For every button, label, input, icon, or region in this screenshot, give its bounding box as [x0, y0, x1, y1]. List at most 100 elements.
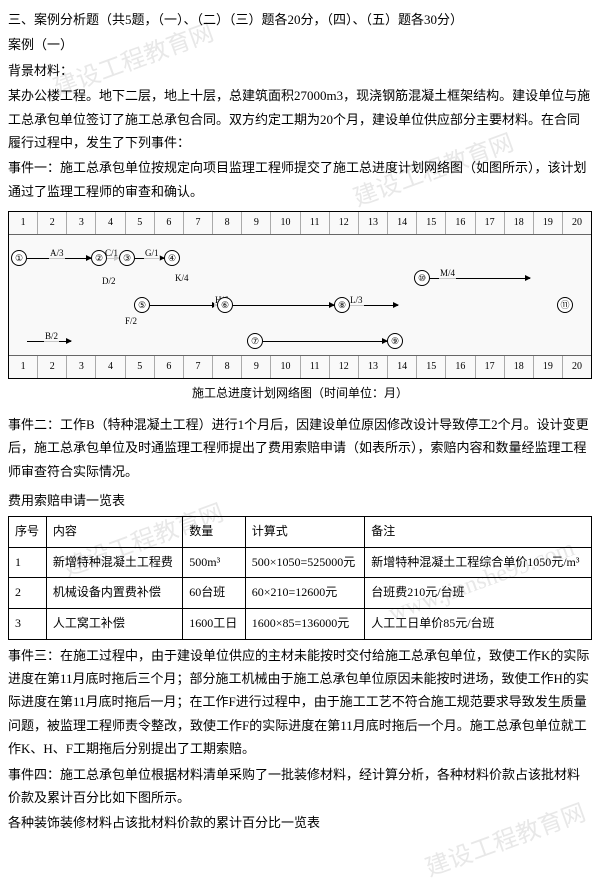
- table-cell: 60×210=12600元: [245, 578, 364, 609]
- ruler-cell: 3: [67, 212, 96, 234]
- table-cell: 新增特种混凝土工程综合单价1050元/m³: [365, 547, 592, 578]
- cost-table-title: 费用索赔申请一览表: [8, 489, 592, 512]
- zigzag: [467, 301, 557, 309]
- table-cell: 500m³: [183, 547, 246, 578]
- table-header: 数量: [183, 517, 246, 548]
- ruler-cell: 6: [155, 356, 184, 378]
- intro-p1: 某办公楼工程。地下二层，地上十层，总建筑面积27000m3，现浇钢筋混凝土框架结…: [8, 84, 592, 154]
- node: ⑨: [387, 333, 403, 349]
- ruler-cell: 10: [271, 356, 300, 378]
- zigzag: [403, 337, 503, 345]
- table-header: 序号: [9, 517, 47, 548]
- ruler-cell: 16: [446, 356, 475, 378]
- cost-claim-table: 序号内容数量计算式备注 1新增特种混凝土工程费500m³500×1050=525…: [8, 516, 592, 639]
- ruler-cell: 13: [359, 212, 388, 234]
- event2-p1: 事件二：工作B（特种混凝土工程）进行1个月后，因建设单位原因修改设计导致停工2个…: [8, 413, 592, 483]
- ruler-cell: 9: [242, 356, 271, 378]
- node: ④: [164, 250, 180, 266]
- ruler-cell: 18: [505, 212, 534, 234]
- table-cell: 1600×85=136000元: [245, 609, 364, 640]
- ruler-cell: 2: [38, 212, 67, 234]
- ruler-cell: 16: [446, 212, 475, 234]
- arrow-label: A/3: [49, 245, 65, 261]
- ruler-cell: 4: [96, 356, 125, 378]
- arrow-label: M/4: [439, 265, 456, 281]
- ruler-cell: 12: [330, 356, 359, 378]
- bg-label: 背景材料：: [8, 59, 592, 82]
- activity-label: F/2: [124, 313, 138, 329]
- table-cell: 3: [9, 609, 47, 640]
- zigzag: [71, 337, 133, 345]
- zigzag: [394, 301, 414, 309]
- event3-p1: 事件三：在施工过程中，由于建设单位供应的主材未能按时交付给施工总承包单位，致使工…: [8, 644, 592, 761]
- arrow: [150, 305, 217, 306]
- event4-p1: 事件四：施工总承包单位根据材料清单采购了一批装修材料，经计算分析，各种材料价款占…: [8, 763, 592, 810]
- network-diagram: 1234567891011121314151617181920 A/3C/1G/…: [8, 211, 592, 405]
- ruler-cell: 13: [359, 356, 388, 378]
- ruler-cell: 19: [534, 356, 563, 378]
- arrow-label: B/2: [44, 328, 59, 344]
- ruler-cell: 7: [184, 356, 213, 378]
- ruler-cell: 12: [330, 212, 359, 234]
- ruler-cell: 8: [213, 356, 242, 378]
- node: ③: [119, 250, 135, 266]
- ruler-cell: 17: [476, 212, 505, 234]
- ruler-top: 1234567891011121314151617181920: [9, 212, 591, 235]
- ruler-cell: 5: [126, 212, 155, 234]
- ruler-cell: 18: [505, 356, 534, 378]
- table-cell: 台班费210元/台班: [365, 578, 592, 609]
- node: ⑤: [134, 297, 150, 313]
- table-header: 备注: [365, 517, 592, 548]
- ruler-cell: 5: [126, 356, 155, 378]
- node: ⑧: [334, 297, 350, 313]
- ruler-cell: 7: [184, 212, 213, 234]
- diagram-caption: 施工总进度计划网络图（时间单位：月）: [8, 383, 592, 405]
- ruler-cell: 20: [563, 212, 591, 234]
- table-cell: 1: [9, 547, 47, 578]
- arrow: [263, 341, 387, 342]
- node: ②: [91, 250, 107, 266]
- table-cell: 机械设备内置费补偿: [46, 578, 182, 609]
- table-header: 内容: [46, 517, 182, 548]
- ruler-cell: 19: [534, 212, 563, 234]
- event4-p2: 各种装饰装修材料占该批材料价款的累计百分比一览表: [8, 811, 592, 834]
- ruler-cell: 6: [155, 212, 184, 234]
- table-cell: 人工窝工补偿: [46, 609, 182, 640]
- ruler-cell: 4: [96, 212, 125, 234]
- activity-label: D/2: [101, 273, 117, 289]
- table-row: 1新增特种混凝土工程费500m³500×1050=525000元新增特种混凝土工…: [9, 547, 592, 578]
- table-cell: 1600工日: [183, 609, 246, 640]
- ruler-cell: 20: [563, 356, 591, 378]
- table-cell: 500×1050=525000元: [245, 547, 364, 578]
- table-header: 计算式: [245, 517, 364, 548]
- activity-label: K/4: [174, 270, 190, 286]
- ruler-cell: 14: [388, 356, 417, 378]
- ruler-cell: 2: [38, 356, 67, 378]
- table-row: 2机械设备内置费补偿60台班60×210=12600元台班费210元/台班: [9, 578, 592, 609]
- ruler-cell: 17: [476, 356, 505, 378]
- table-cell: 新增特种混凝土工程费: [46, 547, 182, 578]
- arrow-label: L/3: [349, 292, 364, 308]
- ruler-cell: 9: [242, 212, 271, 234]
- node: ①: [11, 250, 27, 266]
- ruler-cell: 10: [271, 212, 300, 234]
- node: ⑥: [217, 297, 233, 313]
- ruler-bottom: 1234567891011121314151617181920: [9, 355, 591, 378]
- section-title: 三、案例分析题（共5题，（一）、（二）（三）题各20分，（四）、（五）题各30分…: [8, 8, 592, 31]
- table-cell: 人工工日单价85元/台班: [365, 609, 592, 640]
- table-cell: 2: [9, 578, 47, 609]
- node: ⑦: [247, 333, 263, 349]
- ruler-cell: 14: [388, 212, 417, 234]
- table-row: 3人工窝工补偿1600工日1600×85=136000元人工工日单价85元/台班: [9, 609, 592, 640]
- ruler-cell: 3: [67, 356, 96, 378]
- node: ⑪: [557, 297, 573, 313]
- ruler-cell: 1: [9, 212, 38, 234]
- arrow: [233, 305, 334, 306]
- node: ⑩: [414, 270, 430, 286]
- table-cell: 60台班: [183, 578, 246, 609]
- ruler-cell: 15: [417, 212, 446, 234]
- arrow-label: G/1: [144, 245, 160, 261]
- ruler-cell: 8: [213, 212, 242, 234]
- zigzag: [180, 254, 260, 262]
- ruler-cell: 11: [301, 212, 330, 234]
